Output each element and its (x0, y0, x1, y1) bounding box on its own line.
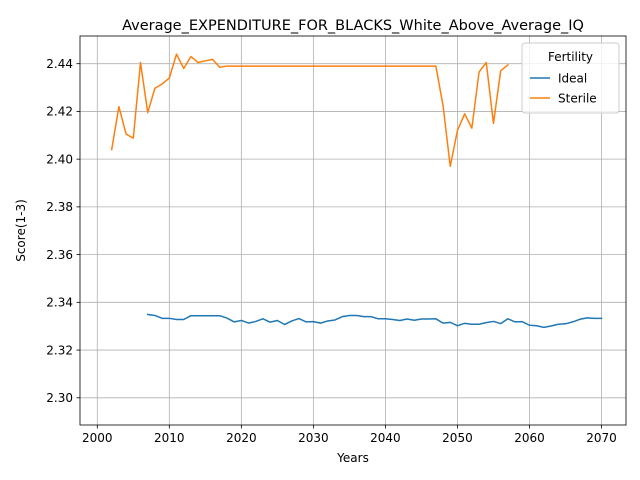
series-lines (110, 53, 603, 329)
y-tick-label: 2.36 (46, 248, 73, 262)
chart-title: Average_EXPENDITURE_FOR_BLACKS_White_Abo… (122, 18, 584, 34)
x-tick-label: 2030 (298, 431, 329, 445)
y-axis-ticks: 2.30 2.32 2.34 2.36 2.38 2.40 2.42 2.44 (46, 57, 80, 405)
y-tick-label: 2.40 (46, 152, 73, 166)
x-tick-label: 2070 (586, 431, 617, 445)
y-tick-label: 2.30 (46, 391, 73, 405)
x-tick-label: 2020 (226, 431, 257, 445)
y-axis-label: Score(1-3) (14, 199, 28, 262)
legend-label-sterile: Sterile (558, 92, 597, 106)
plot-frame (79, 35, 627, 426)
x-tick-label: 2000 (82, 431, 113, 445)
x-axis-label: Years (336, 451, 369, 465)
x-axis-ticks: 2000 2010 2020 2030 2040 2050 2060 2070 (82, 425, 617, 445)
y-tick-label: 2.38 (46, 200, 73, 214)
y-tick-label: 2.44 (46, 57, 73, 71)
series-line-ideal (146, 313, 603, 329)
x-tick-label: 2040 (370, 431, 401, 445)
legend: Fertility Ideal Sterile (521, 42, 620, 114)
y-tick-label: 2.34 (46, 296, 73, 310)
legend-box (521, 42, 620, 114)
series-line-sterile (110, 53, 509, 168)
x-tick-label: 2060 (514, 431, 545, 445)
legend-title: Fertility (548, 50, 593, 64)
legend-label-ideal: Ideal (558, 72, 587, 86)
y-tick-label: 2.42 (46, 105, 73, 119)
x-tick-label: 2050 (442, 431, 473, 445)
y-tick-label: 2.32 (46, 343, 73, 357)
x-tick-label: 2010 (154, 431, 185, 445)
